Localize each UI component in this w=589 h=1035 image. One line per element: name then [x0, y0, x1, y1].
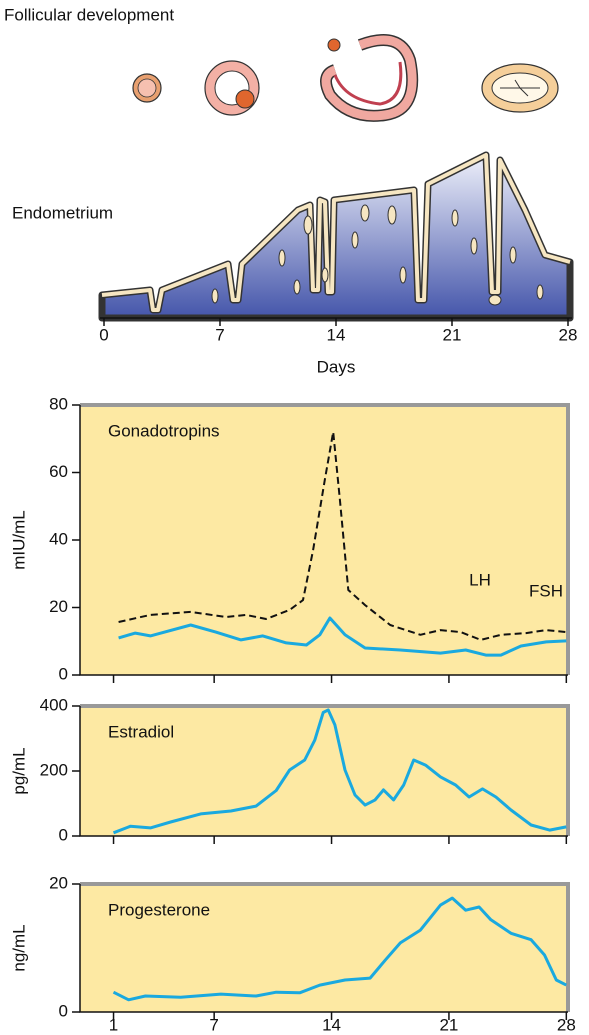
y-tick-label: 20 — [49, 597, 68, 616]
series-line — [112, 708, 567, 835]
panel-label: Estradiol — [108, 722, 174, 741]
follicle-drawings — [132, 34, 559, 122]
y-tick-label: 0 — [59, 664, 68, 683]
panel-label: Gonadotropins — [108, 421, 220, 440]
x-tick-label: 0 — [99, 325, 108, 344]
x-tick-label: 7 — [215, 325, 224, 344]
plot-frame — [80, 704, 570, 836]
x-tick-label: 14 — [327, 325, 346, 344]
x-tick-label: 1 — [109, 1015, 118, 1034]
x-tick-label: 28 — [557, 1015, 576, 1034]
y-axis-title: pg/mL — [9, 747, 28, 794]
x-tick-label: 7 — [209, 1015, 218, 1034]
follicle-title: Follicular development — [4, 5, 174, 24]
series-line — [112, 896, 567, 1002]
y-axis-title: mIU/mL — [9, 510, 28, 570]
y-tick-label: 40 — [49, 529, 68, 548]
endometrium-label: Endometrium — [12, 203, 113, 222]
plot-background — [80, 706, 568, 836]
plot-frame — [80, 403, 570, 675]
y-tick-label: 200 — [40, 760, 68, 779]
y-tick-label: 0 — [59, 1001, 68, 1020]
y-tick-label: 80 — [49, 394, 68, 413]
endometrium-drawing — [98, 151, 574, 322]
plot-background — [80, 884, 568, 1012]
x-axis-title: Days — [317, 357, 356, 376]
series-label: LH — [469, 570, 491, 589]
x-tick-label: 21 — [443, 325, 462, 344]
x-tick-label: 28 — [559, 325, 578, 344]
y-tick-label: 20 — [49, 873, 68, 892]
plot-frame — [80, 882, 570, 1012]
series-label: FSH — [529, 581, 563, 600]
y-tick-label: 0 — [59, 825, 68, 844]
x-tick-label: 14 — [322, 1015, 341, 1034]
panel-label: Progesterone — [108, 900, 210, 919]
y-axis-title: ng/mL — [9, 924, 28, 971]
series-line — [118, 616, 567, 657]
y-tick-label: 400 — [40, 695, 68, 714]
x-tick-label: 21 — [439, 1015, 458, 1034]
y-tick-label: 60 — [49, 462, 68, 481]
series-line — [118, 431, 567, 641]
